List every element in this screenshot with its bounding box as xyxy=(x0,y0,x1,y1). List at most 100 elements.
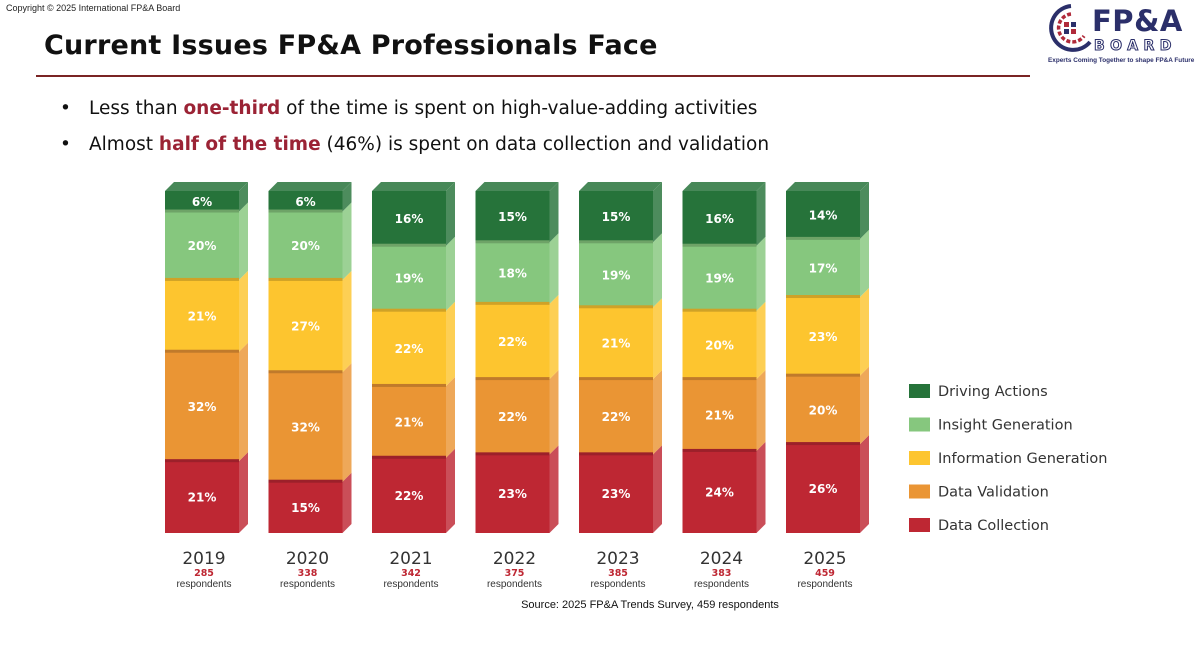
bar-segment xyxy=(475,242,550,304)
data-label: 15% xyxy=(498,210,527,224)
segment-divider xyxy=(372,383,446,387)
bar-segment xyxy=(786,375,860,445)
data-label: 6% xyxy=(295,195,315,209)
bar-side-face xyxy=(653,298,662,380)
segment-divider xyxy=(475,301,550,305)
bar-segment xyxy=(682,245,757,311)
segment-divider xyxy=(682,448,757,452)
bullet-highlight: half of the time xyxy=(158,134,321,155)
respondent-count: 375 xyxy=(505,568,525,579)
bar-segment xyxy=(786,444,860,533)
data-label: 21% xyxy=(602,337,631,351)
legend-swatch xyxy=(909,384,930,398)
segment-divider xyxy=(682,377,757,381)
data-label: 27% xyxy=(291,320,320,334)
bar-side-face xyxy=(756,370,766,451)
data-label: 26% xyxy=(809,482,838,496)
data-label: 20% xyxy=(291,239,320,253)
bar-segment xyxy=(579,307,653,380)
data-label: 19% xyxy=(705,272,734,286)
bar-side-face xyxy=(860,229,869,298)
logo-tagline: Experts Coming Together to shape FP&A Fu… xyxy=(1048,57,1195,64)
bar-segment xyxy=(786,238,860,298)
bar-side-face xyxy=(239,452,248,533)
legend-swatch xyxy=(909,518,930,532)
data-label: 6% xyxy=(192,195,212,209)
x-tick-label: 2022 xyxy=(493,549,536,569)
segment-divider xyxy=(475,452,550,456)
segment-divider xyxy=(579,452,653,456)
bar-segment xyxy=(682,450,757,533)
bar-segment xyxy=(165,279,239,352)
bar-segment xyxy=(165,211,239,280)
bar-side-face xyxy=(860,182,869,239)
bar-side-face xyxy=(446,376,455,458)
data-label: 16% xyxy=(705,212,734,226)
data-label: 15% xyxy=(602,210,631,224)
segment-divider xyxy=(786,236,860,240)
bullet-text-before: Less than xyxy=(89,98,184,119)
data-label: 32% xyxy=(291,420,320,434)
bullet-text-after: of the time is spent on high-value-addin… xyxy=(280,98,758,119)
page-title: Current Issues FP&A Professionals Face xyxy=(44,30,658,61)
x-tick-label: 2021 xyxy=(389,549,432,569)
segment-divider xyxy=(268,277,343,281)
bar-segment xyxy=(786,297,860,376)
bar-side-face xyxy=(653,445,662,533)
respondents-label: respondents xyxy=(797,579,852,590)
bar-side-face xyxy=(549,233,559,304)
bar-side-face xyxy=(342,472,352,533)
logo-wordmark: FP&A xyxy=(1092,4,1183,38)
bar-segment xyxy=(475,303,550,380)
bar-side-face xyxy=(653,233,662,308)
bar-side-face xyxy=(446,182,455,246)
segment-divider xyxy=(579,377,653,381)
data-label: 20% xyxy=(188,239,217,253)
bar-side-face xyxy=(549,370,559,455)
x-tick-label: 2020 xyxy=(286,549,329,569)
bar-side-face xyxy=(239,342,248,462)
segment-divider xyxy=(268,479,343,483)
data-label: 22% xyxy=(602,410,631,424)
data-label: 22% xyxy=(395,342,424,356)
respondents-label: respondents xyxy=(590,579,645,590)
respondents-label: respondents xyxy=(694,579,749,590)
legend-swatch xyxy=(909,484,930,499)
bar-segment xyxy=(268,211,343,280)
bar-segment xyxy=(579,454,653,533)
bullet-item: • Less than one-third of the time is spen… xyxy=(60,94,769,130)
data-label: 19% xyxy=(395,272,424,286)
legend-label: Driving Actions xyxy=(938,384,1048,400)
segment-divider xyxy=(682,243,757,247)
logo-board-text: BOARD xyxy=(1094,38,1177,55)
segment-divider xyxy=(786,442,860,446)
bar-segment xyxy=(579,379,653,455)
legend-label: Insight Generation xyxy=(938,418,1073,434)
data-label: 21% xyxy=(395,415,424,429)
x-tick-label: 2019 xyxy=(182,549,225,569)
respondent-count: 338 xyxy=(298,568,318,579)
respondent-count: 342 xyxy=(401,568,421,579)
segment-divider xyxy=(786,373,860,377)
bar-top-face xyxy=(165,182,248,191)
bullet-text-before: Almost xyxy=(89,134,159,155)
respondents-label: respondents xyxy=(383,579,438,590)
data-label: 22% xyxy=(498,410,527,424)
bar-segment xyxy=(475,379,550,455)
fpa-board-logo: FP&A BOARD Experts Coming Together to sh… xyxy=(1046,2,1194,68)
data-label: 24% xyxy=(705,485,734,499)
legend-label: Data Collection xyxy=(938,518,1049,534)
bar-side-face xyxy=(860,435,869,533)
data-label: 16% xyxy=(395,212,424,226)
bar-segment xyxy=(682,379,757,451)
bar-segment xyxy=(579,242,653,308)
legend-label: Information Generation xyxy=(938,451,1107,467)
bar-segment xyxy=(268,279,343,373)
respondent-count: 285 xyxy=(194,568,214,579)
bar-side-face xyxy=(860,366,869,445)
respondents-label: respondents xyxy=(487,579,542,590)
bar-segment xyxy=(682,191,757,246)
segment-divider xyxy=(268,209,343,213)
respondents-label: respondents xyxy=(280,579,335,590)
bar-segment xyxy=(268,191,343,212)
